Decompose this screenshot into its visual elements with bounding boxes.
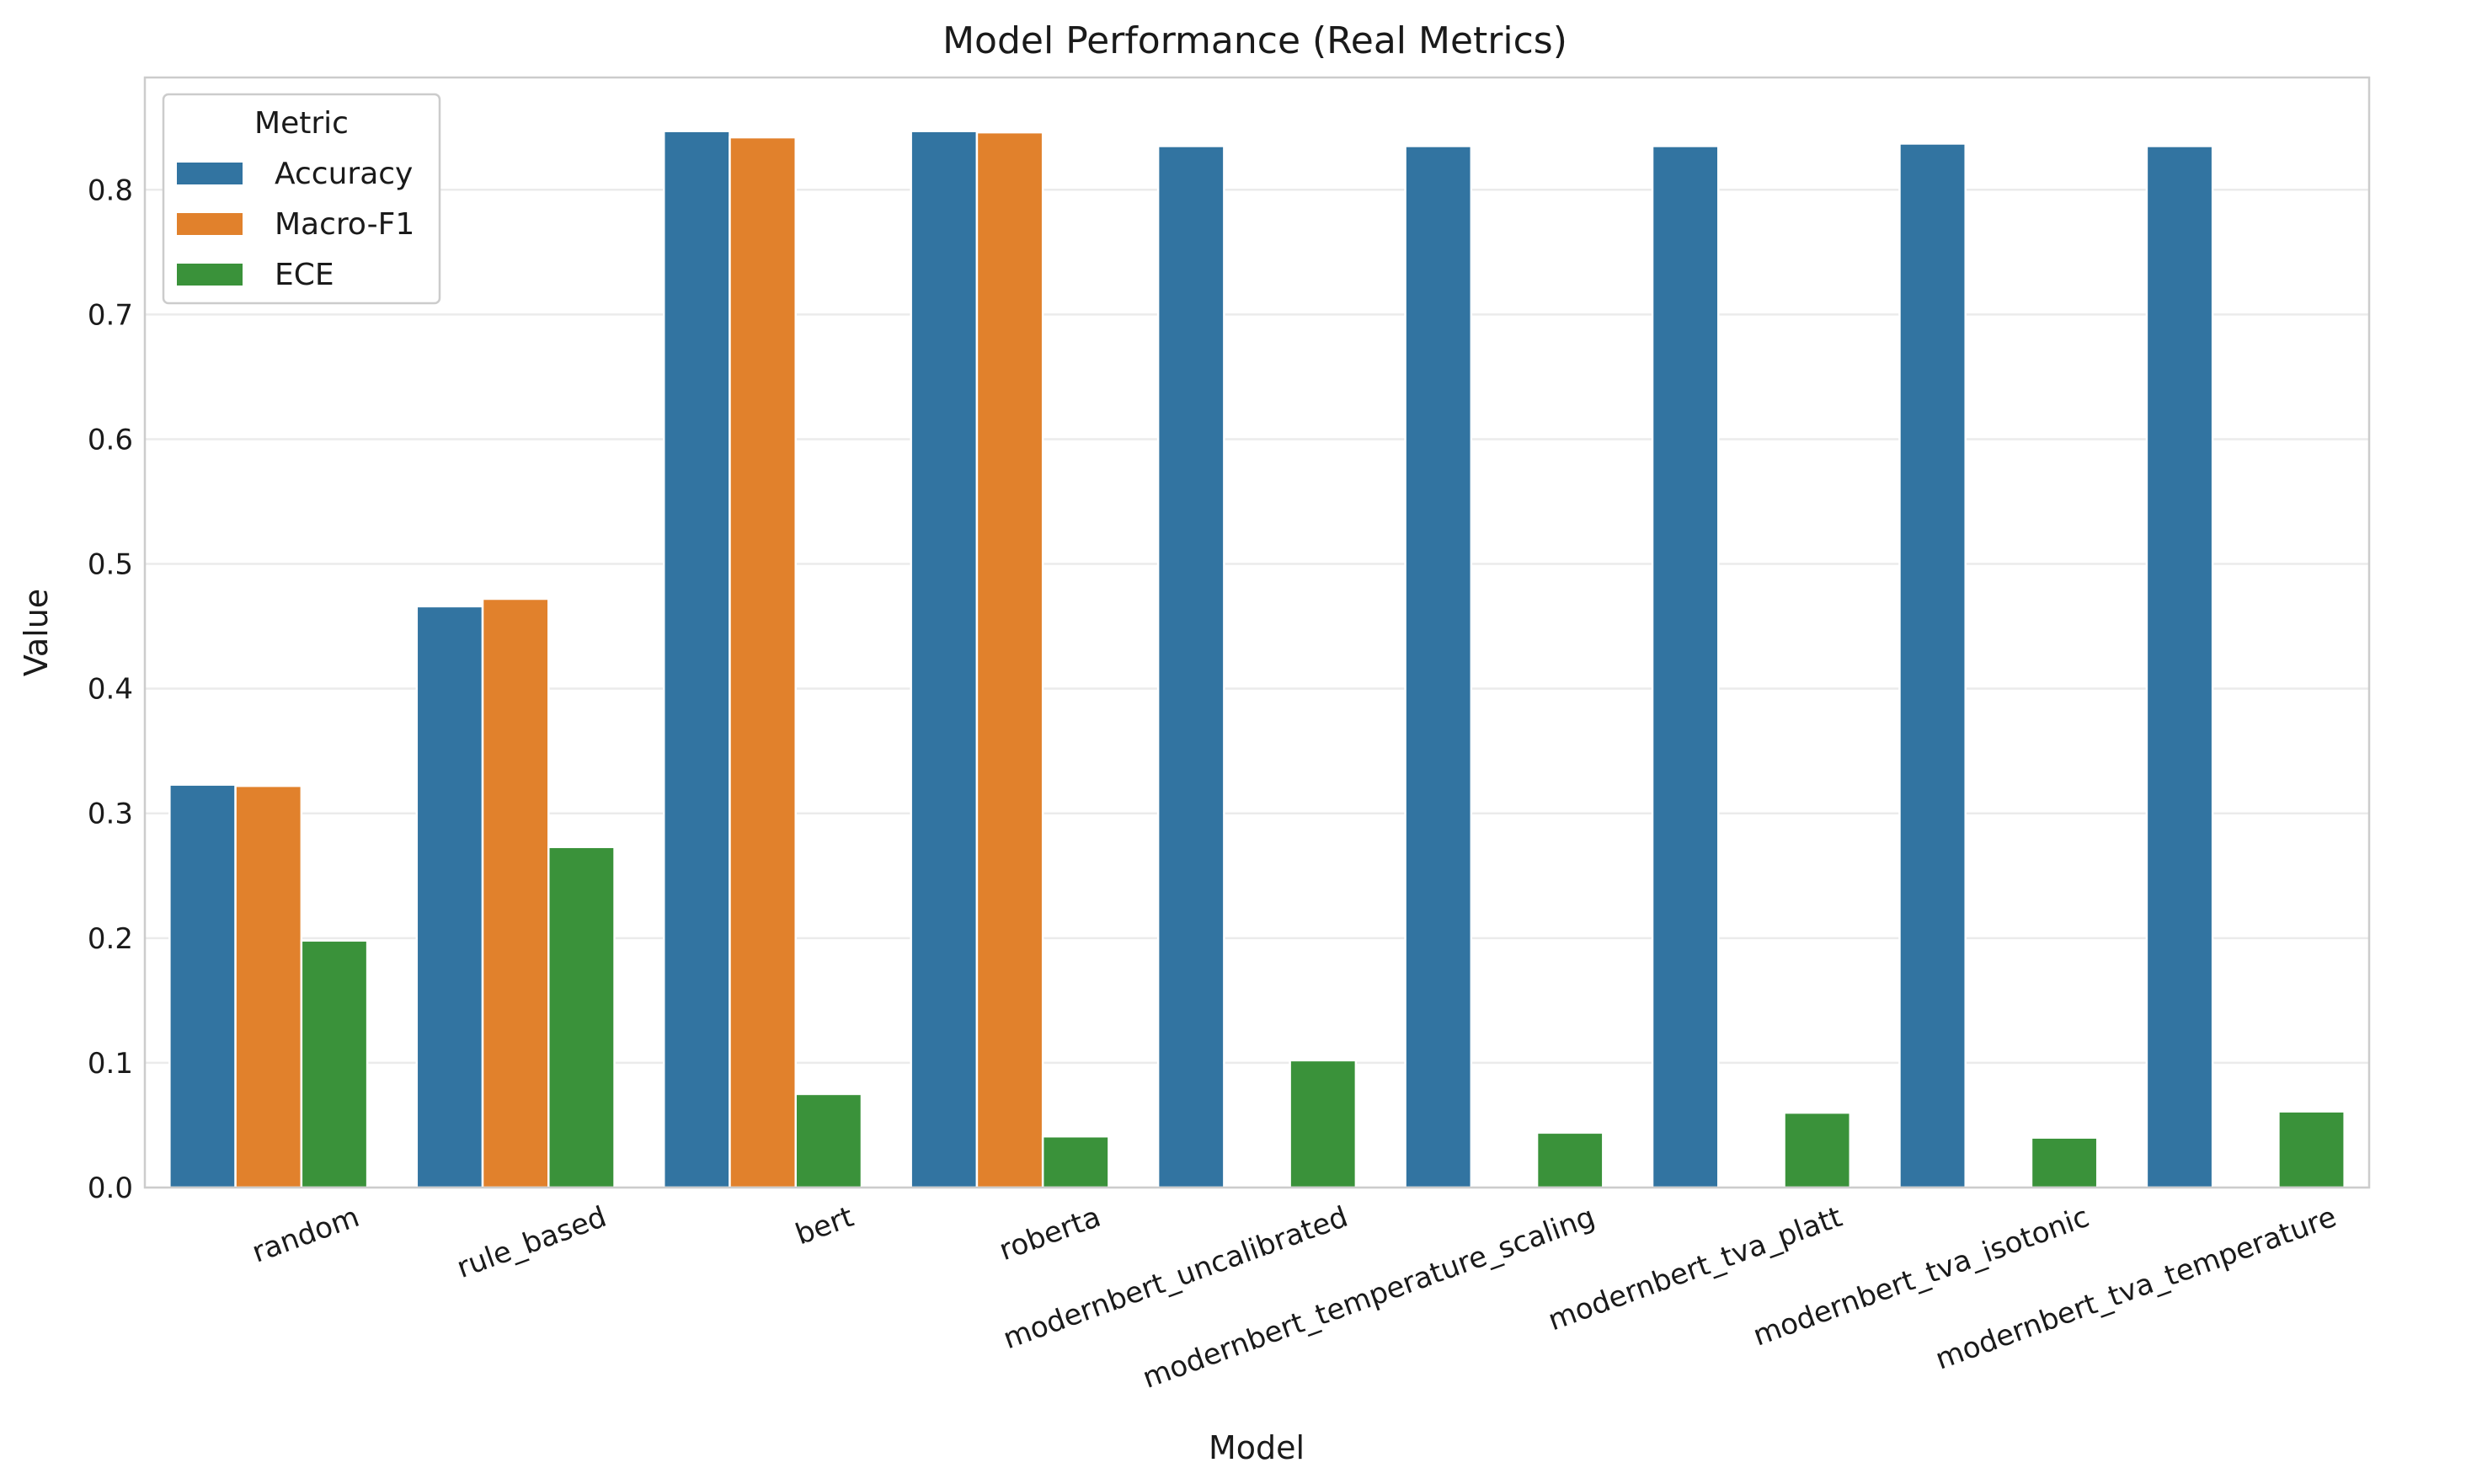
legend-swatch [177, 213, 243, 235]
legend: Metric Accuracy Macro-F1 ECE [162, 93, 441, 305]
y-tick-label: 0.3 [88, 798, 133, 831]
bar-accuracy-modernbert-temperature-scaling [1404, 145, 1473, 1189]
bar-accuracy-rule-based [415, 605, 484, 1189]
bar-macro-f1-roberta [975, 131, 1044, 1189]
y-tick-label: 0.6 [88, 423, 133, 456]
legend-label: ECE [275, 258, 334, 292]
y-tick-label: 0.2 [88, 922, 133, 956]
x-tick-label: random [248, 1200, 364, 1270]
x-tick-label: modernbert_tva_temperature [1931, 1200, 2341, 1377]
bars [168, 130, 2346, 1189]
y-tick-label: 0.1 [88, 1047, 133, 1081]
legend-label: Macro-F1 [275, 207, 414, 242]
x-tick-label: modernbert_temperature_scaling [1138, 1200, 1599, 1396]
x-axis-ticks: random rule_based bert robertamodernbert_un… [248, 1200, 2341, 1396]
y-axis-label: Value [18, 589, 55, 676]
bar-macro-f1-rule-based [481, 597, 550, 1189]
y-tick-label: 0.8 [88, 173, 133, 207]
bar-accuracy-modernbert-tva-platt [1651, 145, 1720, 1189]
bar-accuracy-roberta [910, 130, 979, 1189]
x-tick-label: rule_based [452, 1200, 611, 1285]
bar-accuracy-modernbert-uncalibrated [1156, 145, 1225, 1189]
legend-box [162, 93, 441, 305]
bar-ece-modernbert-tva-platt [1783, 1111, 1852, 1189]
bar-ece-modernbert-uncalibrated [1289, 1059, 1358, 1189]
bar-accuracy-modernbert-tva-isotonic [1898, 142, 1967, 1189]
plot-frame [143, 76, 2371, 1189]
legend-title: Metric [254, 106, 349, 141]
x-tick-label: bert [791, 1200, 857, 1252]
x-tick-label: roberta [995, 1200, 1105, 1268]
y-tick-label: 0.7 [88, 298, 133, 332]
y-tick-label: 0.0 [88, 1172, 133, 1205]
y-tick-label: 0.5 [88, 548, 133, 582]
x-axis-label: Model [1209, 1429, 1305, 1466]
bar-accuracy-modernbert-tva-temperature [2145, 145, 2214, 1189]
legend-label: Accuracy [275, 157, 413, 191]
bar-ece-bert [794, 1092, 863, 1189]
bar-ece-modernbert-tva-temperature [2277, 1110, 2346, 1189]
y-axis-ticks: 0.0 0.1 0.2 0.3 0.4 0.5 0.6 0.7 0.8 [88, 173, 133, 1205]
y-tick-label: 0.4 [88, 673, 133, 707]
legend-swatch [177, 163, 243, 184]
bar-ece-modernbert-tva-isotonic [2030, 1136, 2099, 1189]
bar-macro-f1-bert [729, 136, 797, 1189]
bar-ece-random [300, 939, 369, 1189]
chart-title: Model Performance (Real Metrics) [942, 19, 1567, 62]
bar-ece-roberta [1041, 1135, 1110, 1189]
bar-accuracy-random [168, 783, 237, 1189]
bar-macro-f1-random [234, 784, 303, 1189]
legend-swatch [177, 264, 243, 286]
bar-accuracy-bert [662, 130, 731, 1189]
bar-ece-modernbert-temperature-scaling [1535, 1131, 1604, 1189]
bar-ece-rule-based [547, 846, 616, 1189]
